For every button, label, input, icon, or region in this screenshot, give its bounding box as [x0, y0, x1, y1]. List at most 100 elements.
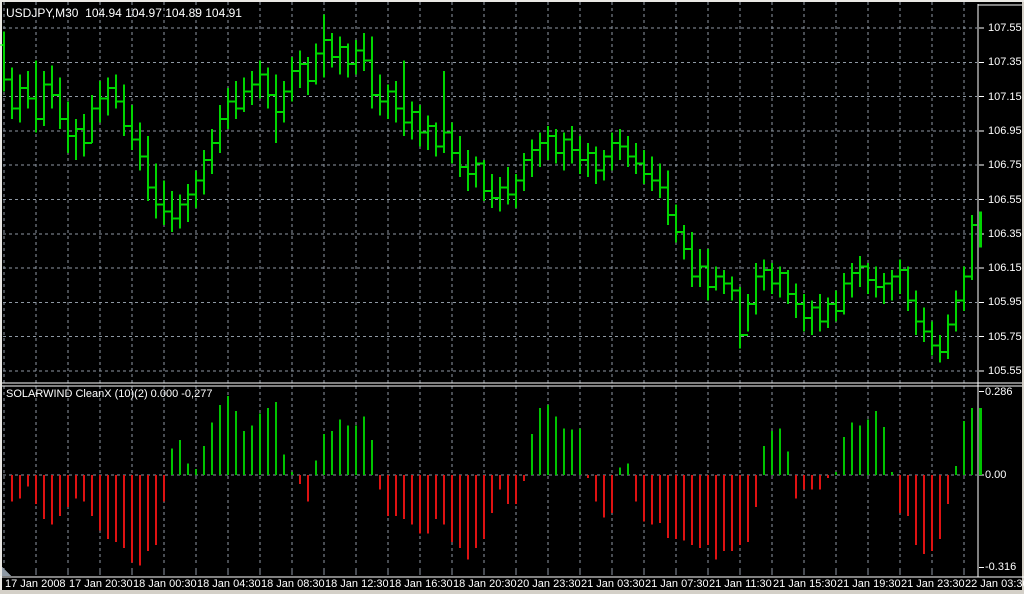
- price-bar-close-tick: [405, 121, 409, 124]
- price-bar-open-tick: [544, 141, 548, 144]
- hist-bar-negative: [939, 475, 941, 540]
- hist-bar-negative: [83, 475, 85, 502]
- price-bar-range: [851, 262, 853, 298]
- price-bar-open-tick: [384, 100, 388, 103]
- price-bar-close-tick: [285, 90, 289, 93]
- price-bar: [264, 67, 273, 109]
- price-bar: [848, 262, 857, 298]
- price-bar: [160, 180, 169, 226]
- price-bar-close-tick: [61, 117, 65, 120]
- hist-bar-positive: [267, 407, 269, 475]
- price-bar-close-tick: [925, 330, 929, 333]
- price-bar-close-tick: [77, 128, 81, 131]
- hist-bar-positive: [955, 466, 957, 475]
- price-bar: [872, 266, 881, 298]
- price-bar: [472, 156, 481, 188]
- price-bar-close-tick: [485, 189, 489, 192]
- price-bar-open-tick: [8, 78, 12, 81]
- hist-bar-negative: [923, 475, 925, 554]
- price-bar-close-tick: [597, 169, 601, 172]
- hist-bar-positive: [363, 416, 365, 475]
- price-bar: [80, 113, 89, 157]
- price-bar-open-tick: [344, 45, 348, 48]
- hist-bar-negative: [139, 475, 141, 566]
- hist-bar-positive: [331, 431, 333, 475]
- price-bar-open-tick: [896, 275, 900, 278]
- price-bar: [368, 36, 377, 109]
- price-bar: [424, 115, 433, 150]
- price-bar-close-tick: [229, 100, 233, 103]
- price-bar: [328, 33, 337, 68]
- hist-bar-negative: [115, 475, 117, 543]
- price-bar-range: [675, 204, 677, 243]
- price-bar-close-tick: [21, 87, 25, 90]
- price-bar-close-tick: [845, 282, 849, 285]
- hist-bar-negative: [707, 475, 709, 546]
- price-bar: [136, 122, 145, 171]
- price-bar-range: [627, 136, 629, 167]
- price-bar-range: [395, 81, 397, 123]
- hist-bar-negative: [27, 475, 29, 487]
- price-bar-open-tick: [216, 141, 220, 144]
- price-bar-open-tick: [936, 344, 940, 347]
- time-axis-label: 21 Jan 07:30: [645, 578, 709, 590]
- price-bar-range: [603, 149, 605, 181]
- hist-bar-negative: [99, 475, 101, 531]
- hist-bar-negative: [499, 475, 501, 490]
- price-bar-range: [907, 266, 909, 311]
- hist-bar-negative: [19, 475, 21, 499]
- price-bar-open-tick: [824, 320, 828, 323]
- hist-bar-positive: [203, 445, 205, 475]
- price-bar-close-tick: [125, 124, 129, 127]
- price-bar-open-tick: [480, 162, 484, 165]
- price-bar-close-tick: [501, 186, 505, 189]
- price-bar-close-tick: [701, 265, 705, 268]
- price-bar-close-tick: [589, 152, 593, 155]
- price-bar-close-tick: [381, 100, 385, 103]
- price-bar-close-tick: [45, 83, 49, 86]
- price-bar-range: [259, 60, 261, 99]
- hist-bar-negative: [483, 475, 485, 540]
- price-bar-open-tick: [904, 268, 908, 271]
- price-bar-close-tick: [325, 39, 329, 42]
- price-bar-close-tick: [933, 344, 937, 347]
- time-axis-label: 21 Jan 15:30: [773, 578, 837, 590]
- price-bar-range: [51, 65, 53, 109]
- time-axis-label: 21 Jan 19:30: [837, 578, 901, 590]
- price-bar: [240, 77, 249, 113]
- price-bar-range: [115, 74, 117, 109]
- price-bar-range: [499, 177, 501, 212]
- hist-bar-positive: [219, 404, 221, 475]
- price-bar-open-tick: [240, 107, 244, 110]
- price-bar-close-tick: [629, 155, 633, 158]
- price-bar-open-tick: [368, 59, 372, 62]
- price-bar-open-tick: [400, 107, 404, 110]
- price-bar: [544, 125, 553, 161]
- price-bar: [384, 84, 393, 119]
- price-bar-open-tick: [528, 159, 532, 162]
- price-bar-range: [571, 125, 573, 164]
- hist-bar-negative: [395, 475, 397, 516]
- price-bar: [664, 170, 673, 226]
- hist-bar-negative: [123, 475, 125, 548]
- price-bar-open-tick: [616, 141, 620, 144]
- price-bar-close-tick: [37, 117, 41, 120]
- price-bars[interactable]: [0, 14, 977, 363]
- hist-bar-positive: [891, 472, 893, 475]
- price-bar-open-tick: [856, 272, 860, 275]
- price-bar-open-tick: [608, 155, 612, 158]
- price-bar: [912, 290, 921, 335]
- price-bar-open-tick: [496, 196, 500, 199]
- price-bar-close-tick: [893, 275, 897, 278]
- price-bar: [376, 74, 385, 116]
- price-bar-close-tick: [837, 309, 841, 312]
- price-bar-close-tick: [941, 351, 945, 354]
- price-bar-open-tick: [784, 272, 788, 275]
- price-bar-open-tick: [832, 303, 836, 306]
- price-bar-range: [459, 136, 461, 178]
- price-bar-close-tick: [581, 159, 585, 162]
- price-bar-open-tick: [536, 148, 540, 151]
- price-bar-open-tick: [88, 141, 92, 144]
- indicator-histogram[interactable]: [11, 396, 973, 566]
- price-bar-open-tick: [560, 152, 564, 155]
